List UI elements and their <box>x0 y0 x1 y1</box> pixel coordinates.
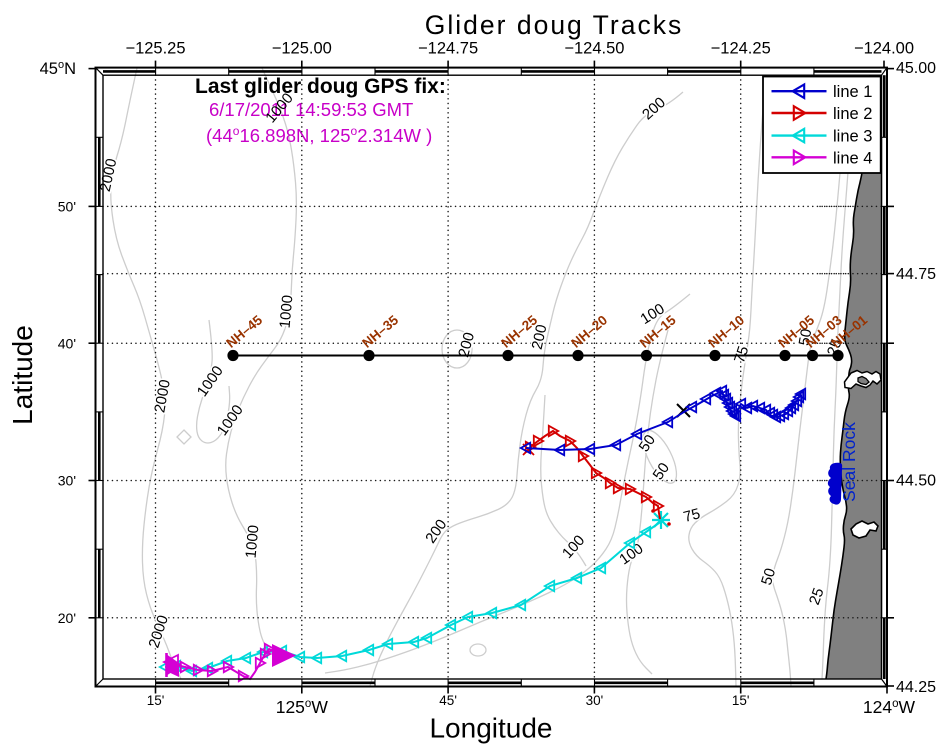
svg-text:44.75: 44.75 <box>896 266 936 283</box>
svg-text:15': 15' <box>732 693 750 708</box>
svg-text:44.25: 44.25 <box>896 679 936 696</box>
svg-text:75: 75 <box>682 505 703 526</box>
svg-text:−124.00: −124.00 <box>854 40 914 58</box>
svg-text:Longitude: Longitude <box>429 713 552 744</box>
svg-text:line 4: line 4 <box>833 149 872 167</box>
svg-text:1000: 1000 <box>277 294 297 329</box>
svg-text:1000: 1000 <box>243 524 263 559</box>
svg-text:line 1: line 1 <box>833 83 872 101</box>
svg-text:Last glider doug GPS fix:: Last glider doug GPS fix: <box>195 75 446 98</box>
svg-text:50': 50' <box>58 199 76 215</box>
svg-text:20': 20' <box>58 610 76 626</box>
svg-text:25: 25 <box>806 586 828 607</box>
svg-text:line 3: line 3 <box>833 128 872 146</box>
svg-text:−125.00: −125.00 <box>272 40 332 58</box>
svg-text:44.50: 44.50 <box>896 473 936 490</box>
svg-text:line 2: line 2 <box>833 105 872 123</box>
svg-text:Seal Rock: Seal Rock <box>839 422 859 502</box>
svg-text:6/17/2011 14:59:53 GMT: 6/17/2011 14:59:53 GMT <box>209 99 413 120</box>
svg-text:30': 30' <box>58 473 76 489</box>
svg-text:−124.50: −124.50 <box>564 40 624 58</box>
svg-text:−125.25: −125.25 <box>125 40 185 58</box>
svg-text:125oW: 125oW <box>276 697 329 717</box>
svg-text:Latitude: Latitude <box>7 325 38 425</box>
svg-text:(44o16.898N, 125o2.314W ): (44o16.898N, 125o2.314W ) <box>206 124 432 146</box>
svg-text:124oW: 124oW <box>863 697 916 717</box>
svg-text:−124.75: −124.75 <box>418 40 478 58</box>
svg-text:−124.25: −124.25 <box>711 40 771 58</box>
svg-text:50: 50 <box>796 328 816 347</box>
svg-text:45.00: 45.00 <box>896 60 936 77</box>
svg-text:30': 30' <box>586 693 604 708</box>
svg-text:45oN: 45oN <box>40 59 76 78</box>
svg-text:15': 15' <box>147 693 165 708</box>
svg-text:Glider doug Tracks: Glider doug Tracks <box>425 10 683 40</box>
svg-text:45': 45' <box>439 693 457 708</box>
svg-text:40': 40' <box>58 336 76 352</box>
